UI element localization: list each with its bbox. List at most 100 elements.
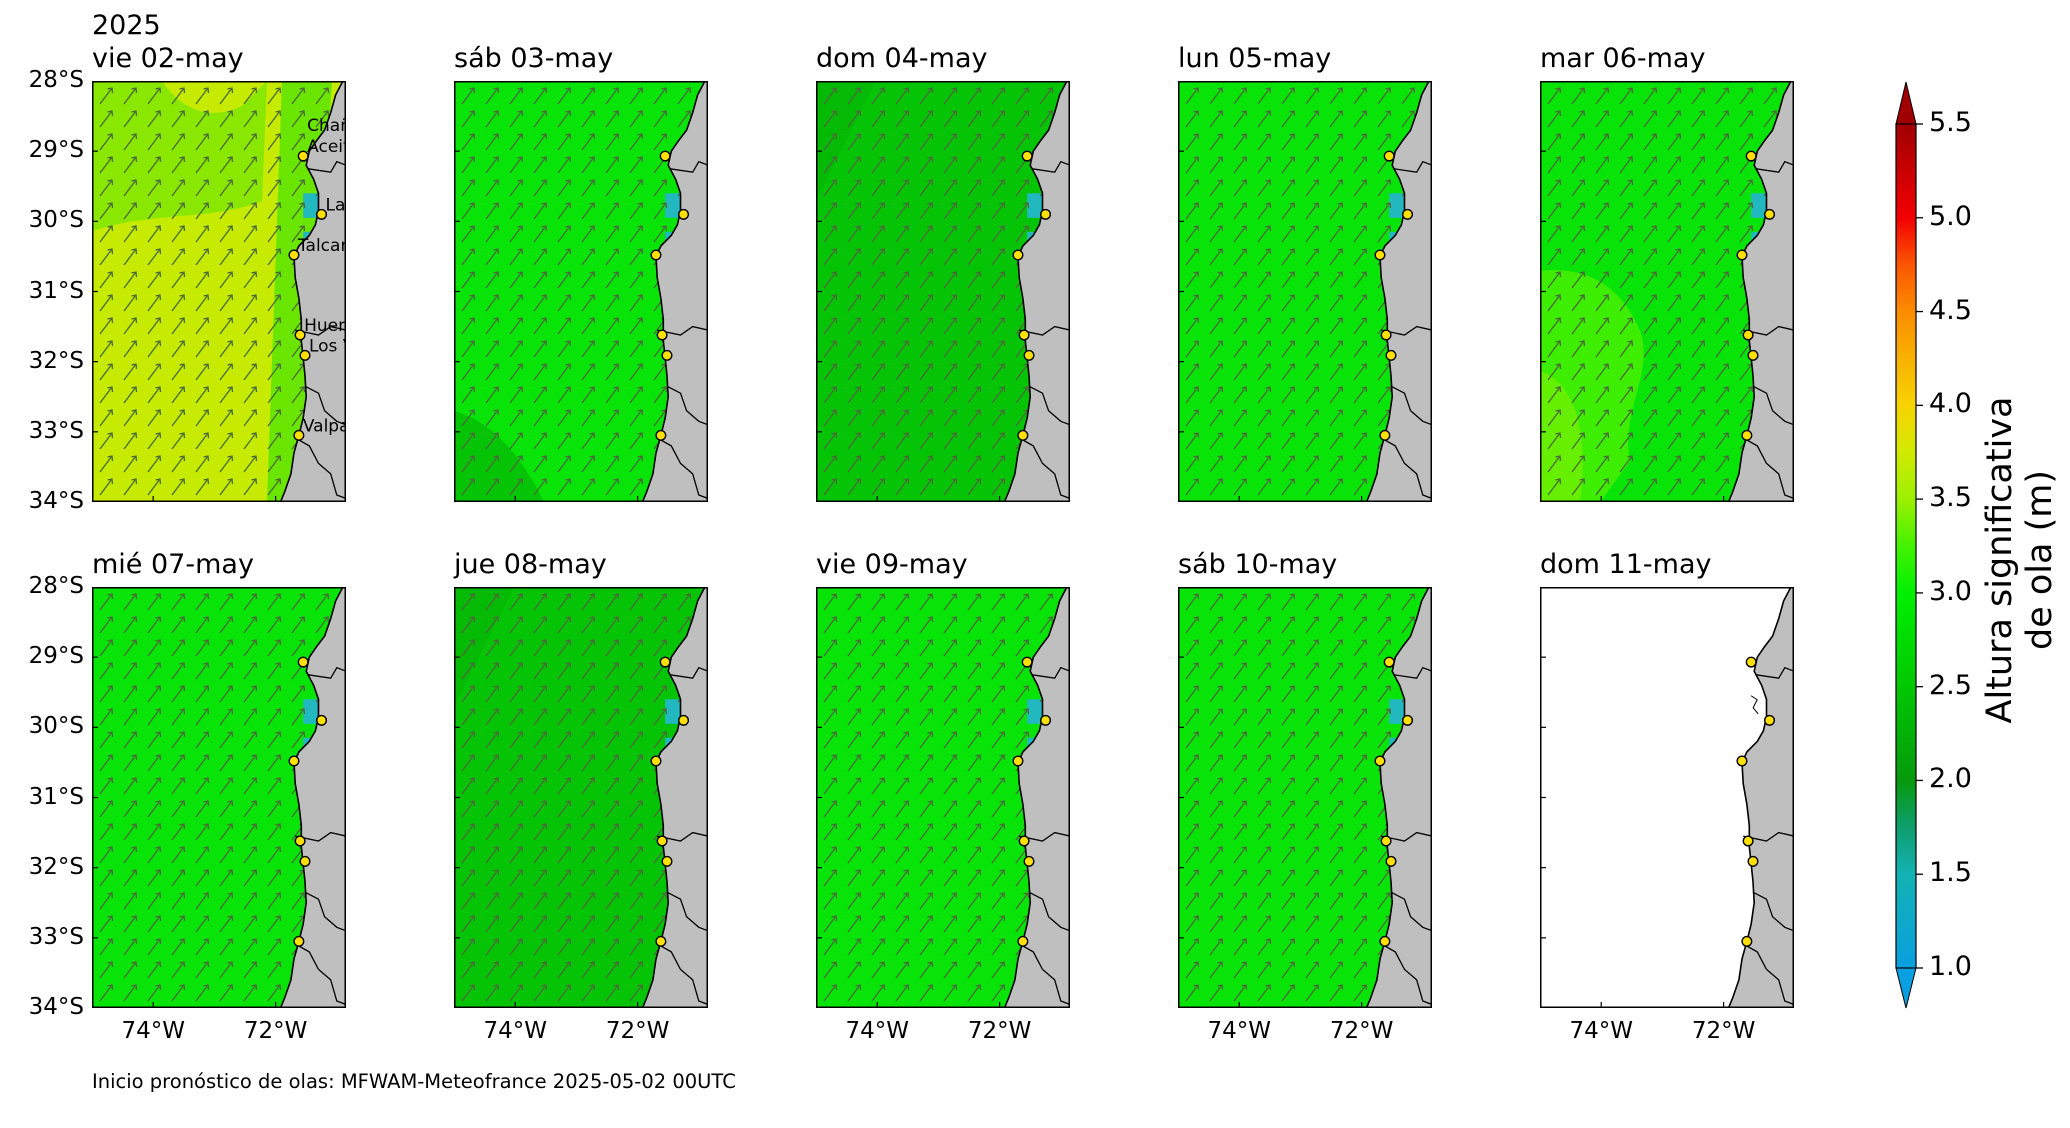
location-marker — [1040, 208, 1052, 220]
lat-tick-label: 31°S — [28, 277, 84, 304]
location-marker — [294, 329, 306, 341]
forecast-map — [1178, 81, 1432, 502]
lat-tick-label: 32°S — [28, 853, 84, 880]
land-area — [280, 587, 346, 1008]
location-marker — [288, 249, 300, 261]
location-marker — [678, 714, 690, 726]
region-border — [1755, 160, 1794, 173]
colorbar-gradient — [1896, 124, 1916, 968]
colorbar-title-line: Altura significativa — [1980, 396, 2020, 724]
lon-tick-label: 74°W — [1207, 1018, 1271, 1044]
region-border — [1752, 891, 1794, 932]
lat-tick-label: 30°S — [28, 207, 84, 234]
region-border — [657, 325, 708, 336]
location-marker — [1764, 714, 1776, 726]
colorbar-extend-min — [1895, 967, 1917, 1009]
forecast-map — [816, 81, 1070, 502]
location-marker — [1741, 429, 1753, 441]
location-marker — [294, 835, 306, 847]
location-marker — [661, 855, 673, 867]
region-border — [1752, 385, 1794, 426]
region-border — [307, 666, 346, 679]
region-border — [666, 891, 708, 932]
location-marker — [656, 835, 668, 847]
panel-date-title: dom 11-may — [1540, 549, 1712, 580]
forecast-map — [454, 81, 708, 502]
region-border — [1743, 831, 1794, 842]
region-border — [307, 160, 346, 173]
wave-height-contour — [454, 587, 514, 707]
region-border — [1393, 160, 1432, 173]
location-marker — [656, 329, 668, 341]
location-marker — [1018, 329, 1030, 341]
region-border — [1031, 666, 1070, 679]
region-border — [1393, 666, 1432, 679]
location-marker — [650, 249, 662, 261]
region-border — [1382, 438, 1432, 500]
forecast-map — [92, 587, 346, 1008]
region-border — [1381, 831, 1432, 842]
forecast-map — [454, 587, 708, 1008]
location-marker — [1741, 935, 1753, 947]
wave-height-contour — [92, 81, 267, 231]
location-marker — [1747, 855, 1759, 867]
location-marker — [1742, 835, 1754, 847]
land-area — [1366, 587, 1432, 1008]
land-area — [642, 81, 708, 502]
lon-tick-label: 72°W — [605, 1018, 670, 1044]
location-marker — [1021, 150, 1033, 162]
panel-date-title: sáb 03-may — [454, 43, 614, 74]
location-marker — [288, 755, 300, 767]
colorbar-tick-label: 5.5 — [1929, 107, 1972, 138]
location-marker — [1021, 656, 1033, 668]
region-border — [657, 831, 708, 842]
region-border — [1381, 325, 1432, 336]
location-label: La Serena — [326, 195, 346, 215]
wave-height-contour — [816, 81, 876, 201]
location-marker — [316, 208, 328, 220]
panel-date-title: jue 08-may — [454, 549, 607, 580]
forecast-map — [1540, 587, 1794, 1008]
region-border — [1390, 891, 1432, 932]
region-border — [1019, 831, 1070, 842]
lat-tick-label: 30°S — [28, 713, 84, 740]
lat-tick-label: 33°S — [28, 417, 84, 444]
region-border — [296, 438, 346, 500]
location-marker — [1380, 835, 1392, 847]
panel-date-title: vie 09-may — [816, 549, 968, 580]
panel-date-title: vie 02-may — [92, 43, 244, 74]
location-marker — [297, 150, 309, 162]
lon-tick-label: 72°W — [1691, 1018, 1756, 1044]
location-marker — [1023, 349, 1035, 361]
location-marker — [1017, 935, 1029, 947]
location-marker — [1018, 835, 1030, 847]
colorbar-tick-label: 3.0 — [1929, 575, 1972, 607]
colorbar-tick-label: 5.0 — [1929, 200, 1972, 232]
region-border — [1743, 325, 1794, 336]
region-border — [304, 891, 346, 932]
location-marker — [1374, 249, 1386, 261]
land-area — [1366, 81, 1432, 502]
location-marker — [299, 349, 311, 361]
location-marker — [1745, 656, 1757, 668]
colorbar-tick-label: 1.5 — [1929, 857, 1972, 889]
region-border — [669, 666, 708, 679]
region-border — [1031, 160, 1070, 173]
location-marker — [1383, 656, 1395, 668]
lat-tick-label: 32°S — [28, 347, 84, 374]
figure-year: 2025 — [92, 10, 161, 41]
location-marker — [1379, 935, 1391, 947]
lon-tick-label: 72°W — [243, 1018, 308, 1044]
land-area — [280, 81, 346, 502]
location-label: Valparaíso — [303, 416, 346, 436]
location-marker — [293, 429, 305, 441]
colorbar-tick-label: 2.5 — [1929, 669, 1972, 701]
region-border — [295, 831, 346, 842]
location-marker — [1764, 208, 1776, 220]
location-marker — [316, 714, 328, 726]
location-label: Talcaruca — [297, 236, 346, 256]
forecast-map: Chañaral deAceituno La Serena Talcaruca Hue… — [92, 81, 346, 502]
region-border — [1028, 385, 1070, 426]
region-border — [1390, 385, 1432, 426]
location-marker — [655, 935, 667, 947]
